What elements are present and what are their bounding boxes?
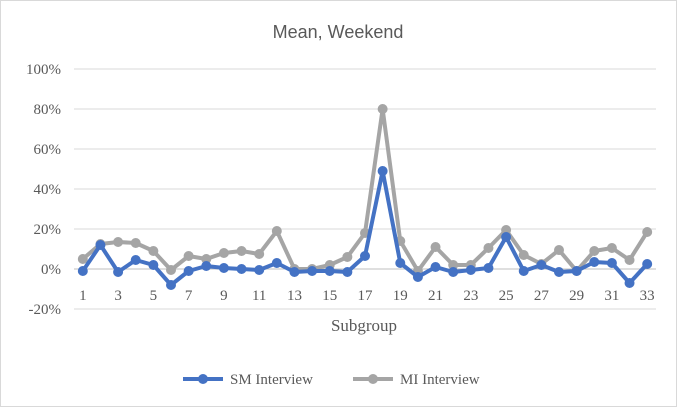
legend-label: MI Interview	[400, 372, 480, 388]
x-axis-ticks: 1 3 5 7 9 11 13 15 17 19 21 23 25 27 29 31 33	[79, 288, 655, 304]
x-tick-label: 7	[185, 288, 193, 304]
data-point	[236, 246, 247, 256]
data-point	[412, 272, 423, 282]
data-point	[518, 266, 529, 276]
y-tick-label: -20%	[29, 302, 62, 318]
data-point	[606, 258, 617, 268]
data-point	[201, 261, 212, 271]
x-tick-label: 25	[499, 288, 514, 304]
x-tick-label: 31	[604, 288, 619, 304]
y-tick-label: 100%	[26, 62, 61, 78]
data-point	[342, 252, 353, 262]
legend: SM Interview MI Interview	[183, 372, 480, 388]
data-point	[518, 250, 529, 260]
data-point	[218, 263, 229, 273]
data-point	[130, 238, 141, 248]
data-point	[130, 255, 141, 265]
data-point	[271, 226, 282, 236]
data-point	[430, 242, 441, 252]
series-0	[77, 166, 653, 290]
data-point	[589, 257, 600, 267]
data-point	[483, 263, 494, 273]
data-point	[113, 267, 124, 277]
data-point	[271, 258, 282, 268]
data-point	[166, 265, 176, 275]
data-point	[166, 280, 176, 290]
x-tick-label: 23	[463, 288, 478, 304]
data-point	[536, 260, 547, 270]
data-point	[183, 266, 194, 276]
x-tick-label: 15	[322, 288, 337, 304]
y-tick-label: 60%	[34, 142, 62, 158]
y-tick-label: 20%	[34, 222, 62, 238]
data-point	[571, 266, 582, 276]
x-tick-label: 5	[150, 288, 158, 304]
x-tick-label: 1	[79, 288, 87, 304]
data-point	[430, 262, 441, 272]
data-point	[606, 243, 617, 253]
x-tick-label: 13	[287, 288, 302, 304]
legend-swatch-marker	[368, 374, 378, 384]
chart-title: Mean, Weekend	[273, 22, 404, 42]
data-point	[183, 251, 194, 261]
data-point	[501, 225, 512, 235]
legend-swatch-marker	[198, 374, 208, 384]
data-point	[377, 166, 388, 176]
x-tick-label: 17	[358, 288, 374, 304]
data-point	[624, 278, 635, 288]
data-point	[95, 240, 106, 250]
legend-label: SM Interview	[230, 372, 313, 388]
data-point	[589, 246, 600, 256]
y-tick-label: 80%	[34, 102, 62, 118]
data-point	[554, 245, 564, 255]
x-tick-label: 11	[252, 288, 266, 304]
x-tick-label: 9	[220, 288, 228, 304]
data-point	[554, 267, 564, 277]
x-axis-label: Subgroup	[331, 316, 397, 335]
x-tick-label: 3	[114, 288, 122, 304]
data-point	[342, 267, 353, 277]
data-point	[483, 243, 494, 253]
data-point	[289, 267, 300, 277]
x-tick-label: 33	[640, 288, 655, 304]
data-point	[254, 249, 265, 259]
data-point	[236, 264, 247, 274]
y-axis-ticks: -20% 0% 20% 40% 60% 80% 100%	[26, 62, 61, 318]
data-point	[377, 104, 388, 114]
x-tick-label: 21	[428, 288, 443, 304]
data-point	[624, 255, 635, 265]
data-point	[501, 232, 512, 242]
data-point	[307, 266, 318, 276]
data-point	[254, 265, 265, 275]
data-point	[77, 254, 88, 264]
data-point	[218, 248, 229, 258]
data-point	[77, 266, 88, 276]
y-tick-label: 40%	[34, 182, 62, 198]
x-tick-label: 29	[569, 288, 584, 304]
data-point	[201, 254, 212, 264]
data-point	[465, 265, 476, 275]
data-point	[448, 267, 459, 277]
data-point	[113, 237, 124, 247]
data-point	[360, 251, 370, 261]
series-layer	[77, 104, 653, 290]
data-point	[324, 266, 335, 276]
x-tick-label: 19	[393, 288, 408, 304]
data-point	[148, 246, 159, 256]
data-point	[148, 260, 159, 270]
data-point	[642, 227, 653, 237]
data-point	[395, 258, 406, 268]
data-point	[448, 260, 459, 270]
y-tick-label: 0%	[41, 262, 61, 278]
x-tick-label: 27	[534, 288, 550, 304]
data-point	[642, 259, 653, 269]
